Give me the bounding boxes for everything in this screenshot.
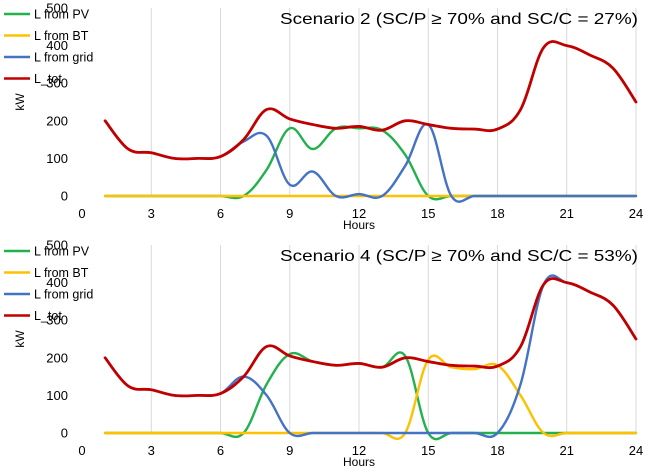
legend-label-l-from-bt: L from BT — [34, 29, 89, 43]
x-tick-label: 3 — [148, 206, 155, 221]
y-tick-label: 500 — [46, 238, 68, 253]
series-line-l-from-grid — [103, 274, 638, 439]
y-axis-title: kW — [13, 93, 27, 111]
x-tick-label: 21 — [560, 206, 574, 221]
x-tick-label: 15 — [421, 443, 435, 458]
y-tick-label: 0 — [61, 426, 68, 441]
y-tick-label: 400 — [46, 275, 68, 290]
x-tick-label: 9 — [286, 443, 293, 458]
chart-title: Scenario 2 (SC/P ≥ 70% and SC/C = 27%) — [280, 11, 638, 28]
series-line-l-tot — [103, 277, 638, 398]
legend-label-l-from-bt: L from BT — [34, 266, 89, 280]
legend-label-l-tot: L_tot — [34, 309, 62, 323]
x-tick-label: 24 — [629, 443, 643, 458]
y-tick-label: 200 — [46, 113, 68, 128]
series-line-l-from-pv — [103, 125, 638, 201]
y-tick-label: 0 — [61, 189, 68, 204]
x-tick-label: 24 — [629, 206, 643, 221]
scenario-4-plot: 0 100 200 300 400 500 0 3 6 9 12 15 18 21 24 Hours kW L f… — [4, 238, 643, 469]
y-tick-label: 100 — [46, 151, 68, 166]
x-tick-label: 18 — [490, 443, 504, 458]
chart-title: Scenario 4 (SC/P ≥ 70% and SC/C = 53%) — [280, 248, 638, 265]
x-tick-label: 0 — [78, 443, 85, 458]
y-axis-title: kW — [13, 330, 27, 348]
y-tick-label: 100 — [46, 388, 68, 403]
series-line-l-tot — [103, 40, 638, 161]
x-tick-label: 3 — [148, 443, 155, 458]
series-line-l-from-grid — [103, 119, 638, 203]
x-tick-label: 12 — [352, 206, 366, 221]
y-tick-label: 500 — [46, 1, 68, 16]
y-tick-label: 400 — [46, 38, 68, 53]
x-tick-label: 15 — [421, 206, 435, 221]
legend-label-l-from-pv: L from PV — [34, 8, 90, 22]
x-tick-label: 21 — [560, 443, 574, 458]
scenario-4-chart: 0 100 200 300 400 500 0 3 6 9 12 15 18 21 24 Hours kW L f… — [0, 237, 649, 474]
x-axis-title: Hours — [343, 218, 375, 232]
scenario-2-plot: 0 100 200 300 400 500 0 3 6 9 12 15 18 21 24 Hours kW L f… — [4, 1, 643, 232]
legend-label-l-from-pv: L from PV — [34, 245, 90, 259]
x-axis-title: Hours — [343, 455, 375, 469]
legend-label-l-from-grid: L from grid — [34, 288, 93, 302]
y-tick-label: 200 — [46, 350, 68, 365]
x-tick-label: 9 — [286, 206, 293, 221]
y-tick-label: 300 — [46, 76, 68, 91]
legend-label-l-from-grid: L from grid — [34, 51, 93, 65]
x-tick-label: 18 — [490, 206, 504, 221]
x-tick-label: 6 — [217, 443, 224, 458]
y-tick-label: 300 — [46, 313, 68, 328]
x-tick-label: 12 — [352, 443, 366, 458]
x-tick-label: 6 — [217, 206, 224, 221]
legend-label-l-tot: L_tot — [34, 72, 62, 86]
scenario-2-chart: 0 100 200 300 400 500 0 3 6 9 12 15 18 21 24 Hours kW L f… — [4, 1, 643, 232]
x-tick-label: 0 — [78, 206, 85, 221]
